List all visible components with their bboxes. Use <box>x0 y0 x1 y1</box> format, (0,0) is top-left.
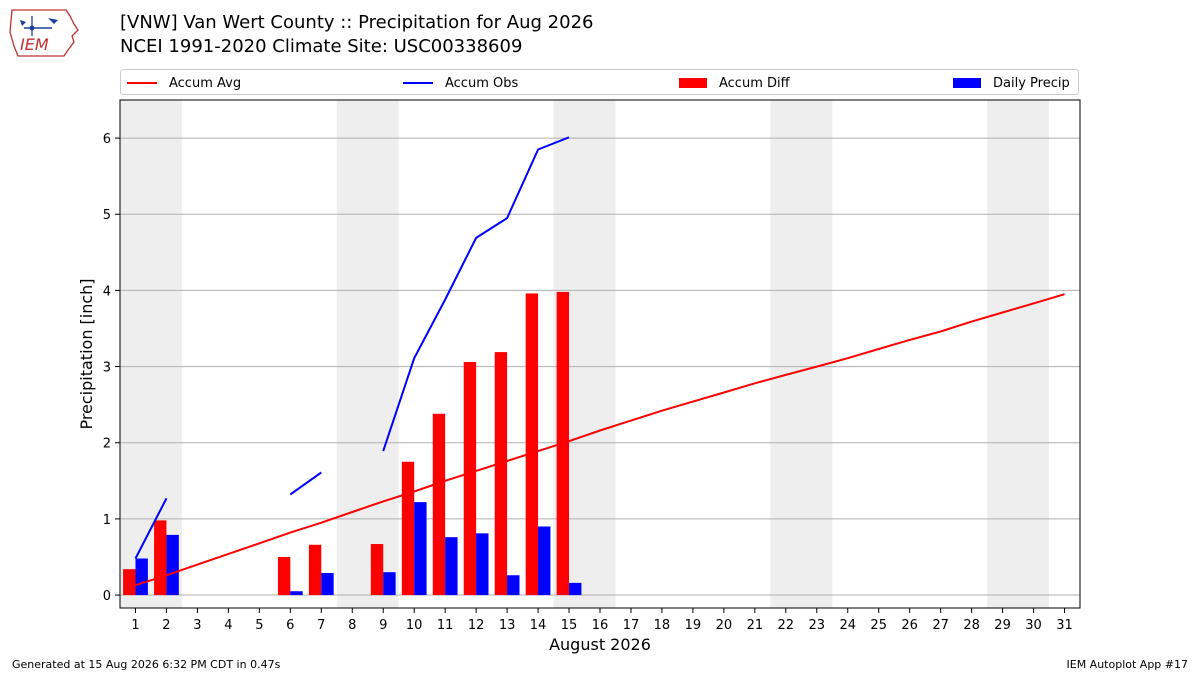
bar-daily-precip <box>414 502 427 596</box>
bar-daily-precip <box>166 534 179 596</box>
legend-item-accum-avg: Accum Avg <box>127 70 241 96</box>
x-tick-label: 24 <box>839 618 856 633</box>
legend-item-accum-obs: Accum Obs <box>403 70 518 96</box>
weekend-band <box>553 100 616 608</box>
y-axis-label: Precipitation [inch] <box>77 278 96 429</box>
x-tick-label: 21 <box>747 618 764 633</box>
x-tick-label: 31 <box>1056 618 1073 633</box>
weekend-band <box>336 100 399 608</box>
x-tick-label: 11 <box>437 618 454 633</box>
bar-accum-diff <box>154 520 167 596</box>
bar-daily-precip <box>507 575 520 596</box>
line-accum-obs <box>134 497 168 559</box>
legend-item-accum-diff: Accum Diff <box>679 70 790 96</box>
x-tick-label: 23 <box>809 618 826 633</box>
bar-accum-diff <box>494 352 508 596</box>
legend-swatch-accum-diff <box>679 78 707 88</box>
x-tick-label: 20 <box>716 618 733 633</box>
x-tick-label: 15 <box>561 618 578 633</box>
x-tick-label: 25 <box>870 618 887 633</box>
line-accum-obs <box>382 136 570 452</box>
chart-subtitle: NCEI 1991-2020 Climate Site: USC00338609 <box>120 36 523 57</box>
x-tick-label: 10 <box>406 618 423 633</box>
iem-logo-text: IEM <box>20 35 49 54</box>
x-tick-label: 22 <box>778 618 795 633</box>
y-tick-label: 0 <box>103 589 111 604</box>
x-tick-label: 26 <box>901 618 918 633</box>
x-tick-label: 16 <box>592 618 609 633</box>
plot-frame <box>119 99 1081 609</box>
x-tick-label: 2 <box>162 618 170 633</box>
footer-app: IEM Autoplot App #17 <box>1066 658 1189 671</box>
bar-accum-diff <box>432 413 446 596</box>
y-tick-label: 5 <box>103 208 111 223</box>
bar-accum-diff <box>308 544 322 596</box>
weekend-band <box>770 100 833 608</box>
x-tick-label: 27 <box>932 618 949 633</box>
y-tick-label: 4 <box>103 284 111 299</box>
x-tick-label: 13 <box>499 618 516 633</box>
bar-daily-precip <box>383 572 396 596</box>
y-tick-label: 3 <box>103 361 111 376</box>
weekend-band <box>987 100 1050 608</box>
x-tick-label: 17 <box>623 618 640 633</box>
legend-label-accum-diff: Accum Diff <box>719 75 790 91</box>
x-axis-label: August 2026 <box>549 635 651 654</box>
x-tick-label: 29 <box>994 618 1011 633</box>
bar-daily-precip <box>538 526 551 596</box>
legend-swatch-accum-obs <box>403 82 433 84</box>
x-tick-label: 28 <box>963 618 980 633</box>
y-tick-label: 2 <box>103 437 111 452</box>
x-tick-label: 3 <box>193 618 201 633</box>
bar-accum-diff <box>370 544 384 596</box>
bar-daily-precip <box>476 533 489 596</box>
weekend-band <box>120 100 182 608</box>
bar-daily-precip <box>290 591 303 596</box>
x-tick-label: 18 <box>654 618 671 633</box>
chart-title: [VNW] Van Wert County :: Precipitation f… <box>120 12 594 33</box>
bar-accum-diff <box>525 293 539 596</box>
line-accum-obs <box>289 471 322 496</box>
x-tick-label: 12 <box>468 618 485 633</box>
legend-label-daily-precip: Daily Precip <box>993 75 1070 91</box>
legend-item-daily-precip: Daily Precip <box>953 70 1070 96</box>
x-tick-label: 8 <box>348 618 356 633</box>
bar-accum-diff <box>123 569 136 596</box>
y-tick-label: 1 <box>103 513 111 528</box>
legend-label-accum-avg: Accum Avg <box>169 75 242 91</box>
x-tick-label: 19 <box>685 618 702 633</box>
x-tick-label: 4 <box>224 618 232 633</box>
bar-accum-diff <box>463 361 477 596</box>
bar-daily-precip <box>569 582 582 596</box>
x-tick-label: 9 <box>379 618 387 633</box>
iem-logo: IEM <box>8 6 80 58</box>
legend: Accum Avg Accum Obs Accum Diff Daily Pre… <box>120 69 1079 95</box>
legend-swatch-daily-precip <box>953 78 981 88</box>
bar-accum-diff <box>277 556 291 596</box>
x-tick-label: 1 <box>131 618 139 633</box>
x-tick-label: 30 <box>1025 618 1042 633</box>
bar-accum-diff <box>401 461 415 596</box>
legend-label-accum-obs: Accum Obs <box>445 75 519 91</box>
iowa-outline-icon <box>9 9 79 57</box>
x-tick-label: 5 <box>255 618 263 633</box>
bar-daily-precip <box>321 572 334 596</box>
bar-daily-precip <box>445 537 458 596</box>
bar-accum-diff <box>556 291 570 596</box>
footer-generated: Generated at 15 Aug 2026 6:32 PM CDT in … <box>12 658 281 671</box>
line-accum-avg <box>135 293 1065 587</box>
legend-swatch-accum-avg <box>127 82 157 84</box>
x-tick-label: 7 <box>317 618 325 633</box>
x-tick-label: 14 <box>530 618 547 633</box>
bar-daily-precip <box>135 558 148 596</box>
y-tick-label: 6 <box>103 132 111 147</box>
x-tick-label: 6 <box>286 618 294 633</box>
